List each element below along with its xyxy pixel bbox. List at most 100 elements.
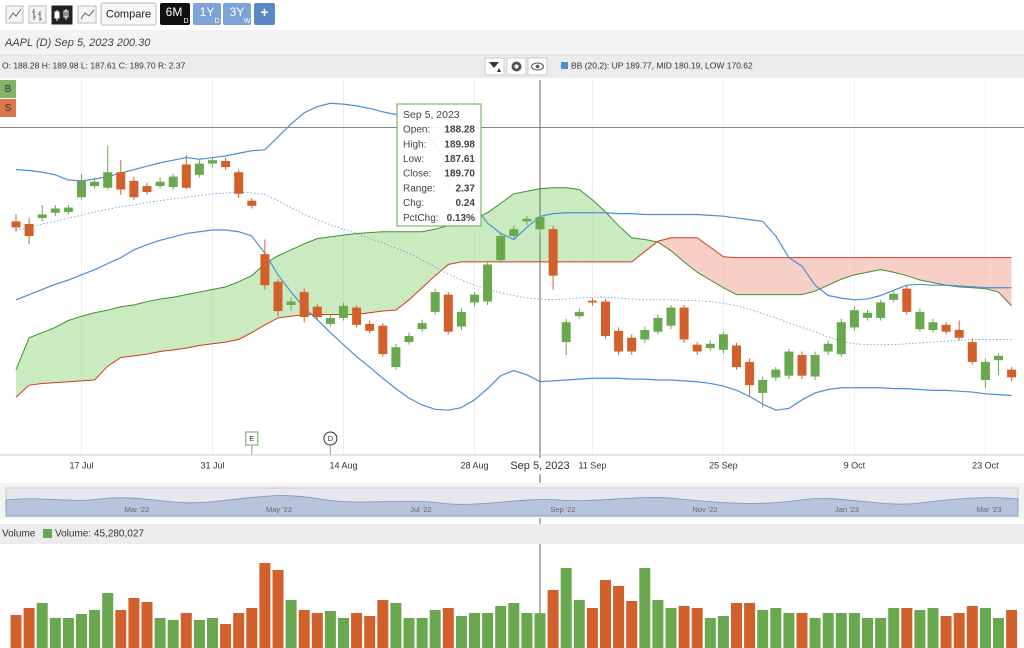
volume-chart: Volume Volume: 45,280,027	[2, 529, 1018, 648]
candle-body	[496, 236, 506, 261]
volume-bar	[272, 570, 284, 648]
cloud-fill	[238, 275, 252, 340]
candle-body	[601, 301, 610, 337]
volume-bar	[534, 613, 546, 648]
volume-bar	[115, 610, 127, 648]
volume-bar	[848, 613, 860, 648]
cloud-fill	[710, 247, 724, 288]
ohlc-glyph	[32, 9, 42, 21]
candle-body	[797, 355, 807, 376]
cloud-fill	[81, 312, 95, 381]
add-label: +	[260, 4, 268, 20]
volume-bar	[482, 613, 494, 648]
crosshair-label-box	[508, 458, 572, 474]
cloud-fill	[68, 316, 82, 382]
candle-body	[325, 317, 335, 324]
candle-body	[954, 330, 964, 338]
cloud-fill	[356, 232, 370, 315]
volume-bar	[364, 616, 376, 648]
candle-body	[758, 380, 768, 393]
cloud-fill	[409, 231, 423, 300]
candle-body	[483, 264, 493, 302]
side-label: S	[5, 103, 12, 114]
tooltip-value: 189.98	[444, 139, 475, 150]
volume-bar	[665, 608, 677, 648]
cloud-fill	[671, 237, 685, 262]
crosshair-label: Sep 5, 2023	[510, 460, 569, 472]
candle-body	[234, 172, 244, 194]
tooltip-key: Chg:	[403, 198, 424, 209]
candle-body	[902, 288, 912, 312]
volume-bar	[993, 618, 1004, 648]
candle-body	[980, 361, 990, 380]
tooltip-value: 2.37	[456, 183, 476, 194]
x-tick-label: 23 Oct	[972, 460, 999, 470]
cloud-fill	[579, 189, 593, 262]
tooltip-key: High:	[403, 139, 426, 150]
volume-bar	[613, 586, 625, 648]
navigator-label: May '22	[266, 505, 292, 514]
ohlc-icon[interactable]	[28, 5, 47, 24]
candle-body	[771, 369, 781, 378]
volume-bar	[639, 568, 651, 648]
tooltip-key: Low:	[403, 154, 424, 165]
volume-bar	[141, 602, 153, 648]
cloud-fill	[173, 294, 187, 350]
volume-bar	[744, 603, 756, 648]
volume-bar	[914, 610, 926, 648]
range-interval: D	[214, 18, 219, 25]
eye-glyph	[531, 62, 544, 71]
candle-body	[1007, 369, 1017, 378]
volume-header	[0, 524, 1024, 544]
candle-body	[836, 322, 846, 355]
add-button[interactable]	[254, 3, 275, 25]
volume-bar	[324, 611, 336, 648]
filter-glyph	[489, 62, 499, 68]
volume-bar	[809, 618, 821, 648]
candle-body	[653, 317, 663, 332]
range-button[interactable]	[193, 3, 221, 25]
cloud-fill	[762, 257, 776, 295]
volume-bar	[49, 618, 61, 648]
range-interval: D	[183, 18, 188, 25]
cloud-fill	[867, 257, 881, 273]
tooltip-value: 0.24	[456, 198, 476, 209]
volume-bar	[862, 618, 873, 648]
side-button[interactable]	[0, 99, 16, 117]
volume-bar	[220, 624, 232, 648]
compare-label: Compare	[106, 8, 151, 20]
volume-bar	[128, 598, 140, 648]
volume-bar	[822, 613, 834, 648]
navigator-label: Jan '23	[835, 505, 859, 514]
volume-bar	[259, 563, 271, 648]
cloud-fill	[317, 236, 331, 315]
candle-body	[181, 164, 191, 188]
side-button[interactable]	[0, 80, 16, 98]
range-button[interactable]	[160, 3, 190, 25]
compare-button[interactable]	[100, 2, 157, 26]
cloud-fill	[55, 320, 69, 383]
volume-bar	[560, 568, 572, 648]
candle-body	[352, 307, 362, 325]
candle-body	[116, 172, 126, 190]
candle-body	[63, 10, 69, 18]
cloud-fill	[212, 286, 226, 344]
cloud-fill	[605, 211, 619, 262]
candle-body	[810, 355, 820, 377]
cloud-fill	[199, 289, 213, 346]
candle-body	[692, 344, 702, 352]
volume-bar	[835, 613, 847, 648]
cloud-fill	[16, 337, 30, 398]
cloud-fill	[657, 237, 671, 251]
volume-bar	[547, 590, 559, 648]
volume-bar	[89, 610, 101, 648]
candle-body	[365, 323, 375, 331]
x-tick-label: 28 Aug	[460, 460, 488, 470]
volume-title: Volume	[2, 529, 36, 540]
range-button[interactable]	[223, 3, 251, 25]
navigator-labels: Mar '22 May '22 Jul '22 Sep '22 Nov '22 Jan '…	[125, 505, 1002, 514]
candle-body	[155, 181, 165, 187]
cloud-fill	[147, 298, 161, 355]
candle-body	[24, 223, 34, 237]
